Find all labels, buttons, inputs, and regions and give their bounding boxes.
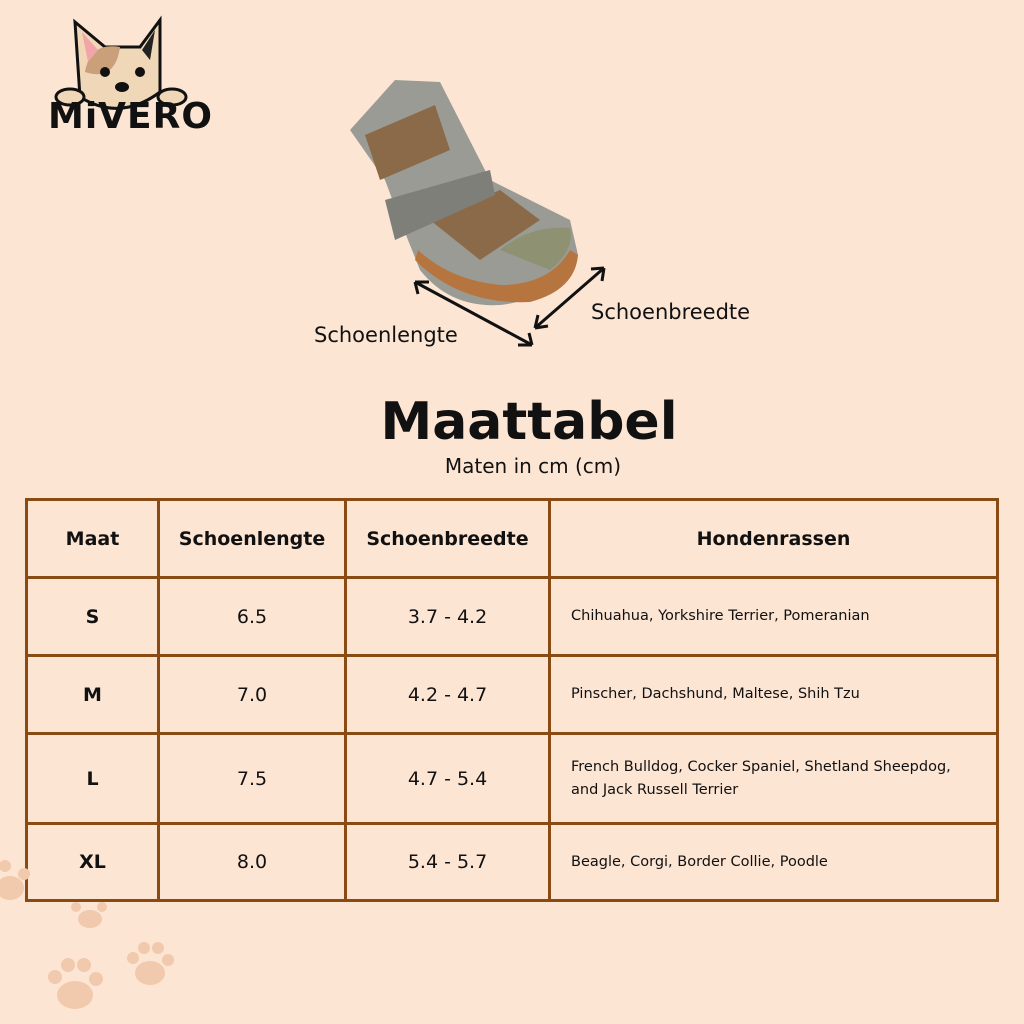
width-cell: 3.7 - 4.2 [344,576,551,657]
length-label: Schoenlengte [314,323,458,347]
width-cell: 5.4 - 5.7 [344,822,551,902]
size-cell: M [25,654,160,735]
size-table: Maat Schoenlengte Schoenbreedte Hondenra… [25,498,999,902]
width-cell: 4.7 - 5.4 [344,732,551,825]
length-cell: 7.0 [157,654,347,735]
table-row: S 6.5 3.7 - 4.2 Chihuahua, Yorkshire Ter… [25,576,999,657]
table-row: M 7.0 4.2 - 4.7 Pinscher, Dachshund, Mal… [25,654,999,735]
size-cell: L [25,732,160,825]
header-length: Schoenlengte [157,498,347,579]
page-title: Maattabel [380,392,678,452]
length-cell: 6.5 [157,576,347,657]
table-header-row: Maat Schoenlengte Schoenbreedte Hondenra… [25,498,999,579]
width-cell: 4.2 - 4.7 [344,654,551,735]
breeds-cell: Chihuahua, Yorkshire Terrier, Pomeranian [548,576,999,657]
length-cell: 8.0 [157,822,347,902]
dog-logo-icon [54,15,188,110]
length-cell: 7.5 [157,732,347,825]
brand-wordmark: MiVERO [48,96,213,137]
page-subtitle: Maten in cm (cm) [444,454,622,478]
table-row: L 7.5 4.7 - 5.4 French Bulldog, Cocker S… [25,732,999,825]
header-size: Maat [25,498,160,579]
dog-shoe-image [350,80,606,347]
width-label: Schoenbreedte [591,300,751,324]
breeds-cell: Pinscher, Dachshund, Maltese, Shih Tzu [548,654,999,735]
breeds-cell: French Bulldog, Cocker Spaniel, Shetland… [548,732,999,825]
paw-prints-decoration-icon [0,860,174,1009]
header-breeds: Hondenrassen [548,498,999,579]
breeds-cell: Beagle, Corgi, Border Collie, Poodle [548,822,999,902]
size-cell: XL [25,822,160,902]
size-cell: S [25,576,160,657]
table-row: XL 8.0 5.4 - 5.7 Beagle, Corgi, Border C… [25,822,999,902]
header-width: Schoenbreedte [344,498,551,579]
